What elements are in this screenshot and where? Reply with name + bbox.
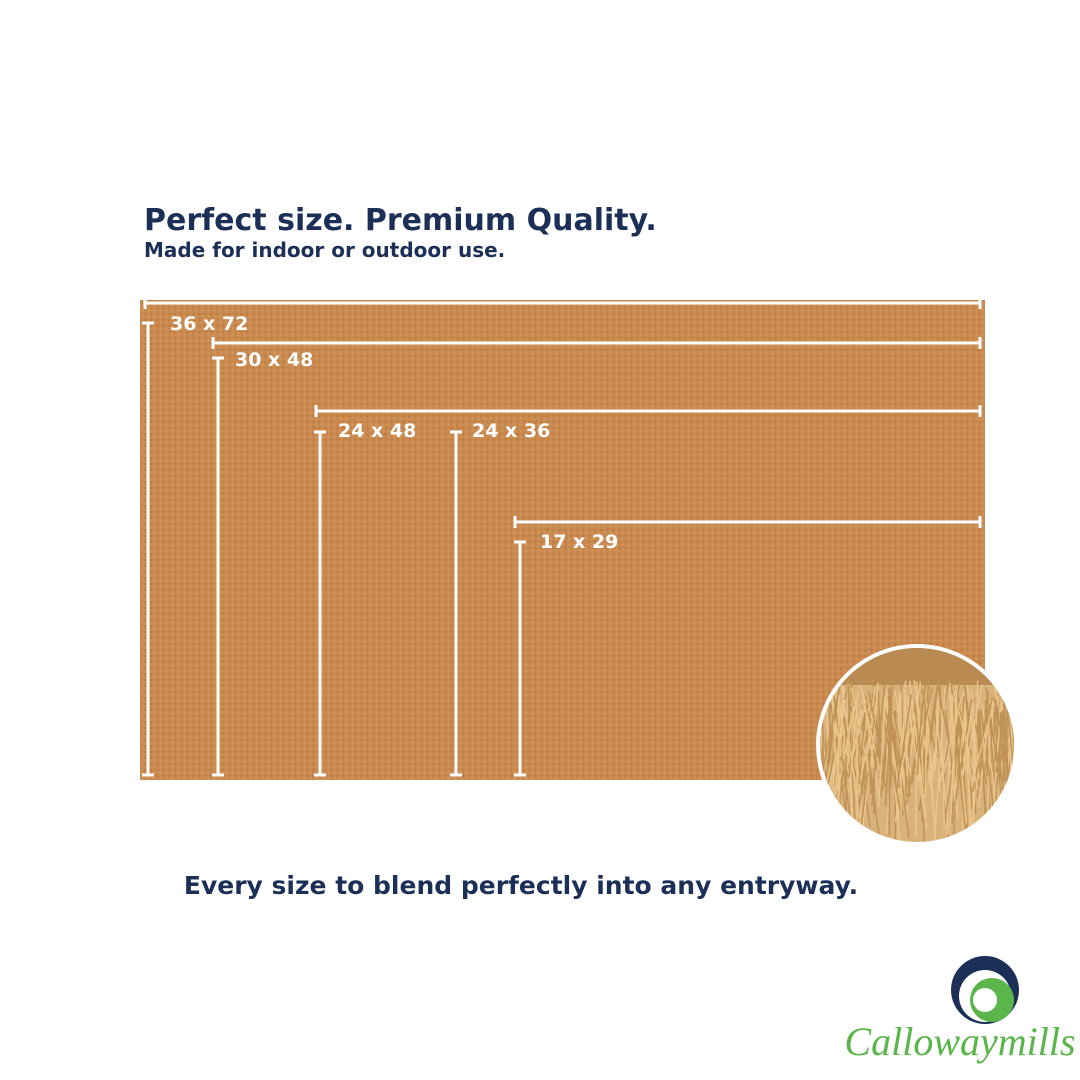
fiber	[837, 705, 855, 790]
fiber	[861, 705, 881, 842]
fiber	[921, 688, 938, 759]
fiber	[993, 696, 1008, 760]
fiber	[940, 709, 946, 829]
fiber	[820, 687, 841, 776]
size-label: 30 x 48	[235, 349, 313, 371]
fiber	[945, 688, 953, 837]
fiber	[964, 684, 984, 772]
fiber	[925, 702, 937, 842]
fiber	[904, 683, 909, 831]
subtitle: Made for indoor or outdoor use.	[144, 238, 505, 262]
fiber	[941, 697, 962, 782]
fiber	[916, 703, 923, 776]
fiber	[961, 703, 974, 776]
fiber	[956, 696, 965, 777]
size-label: 24 x 48	[338, 420, 416, 442]
logo: Callowaymills	[844, 956, 1076, 1064]
size-label: 36 x 72	[170, 313, 248, 335]
fiber	[902, 680, 907, 744]
fiber	[938, 716, 952, 786]
fiber	[895, 694, 913, 793]
fiber	[858, 712, 866, 785]
fiber	[976, 708, 982, 794]
fiber	[884, 707, 901, 770]
fiber	[849, 689, 859, 788]
dimension-lines	[142, 297, 982, 777]
fiber	[839, 686, 845, 758]
fiber	[985, 687, 998, 763]
fiber	[865, 705, 887, 787]
fiber	[850, 687, 870, 773]
fiber	[831, 696, 837, 758]
fiber	[954, 698, 973, 806]
size-label: 24 x 36	[472, 420, 550, 442]
fiber	[924, 715, 928, 798]
fiber	[971, 712, 992, 781]
fiber	[882, 704, 891, 773]
title: Perfect size. Premium Quality.	[144, 203, 657, 238]
fiber	[977, 709, 985, 773]
fiber	[877, 704, 885, 771]
fiber	[918, 687, 933, 753]
fiber	[877, 695, 887, 808]
fiber	[913, 680, 928, 756]
fiber	[831, 682, 852, 822]
tagline: Every size to blend perfectly into any e…	[184, 871, 858, 900]
fiber	[934, 699, 939, 771]
fiber	[951, 694, 956, 802]
fiber	[906, 695, 928, 830]
fiber	[841, 687, 861, 819]
fiber	[958, 711, 979, 790]
fiber	[870, 716, 882, 795]
size-label: 17 x 29	[540, 531, 618, 553]
logo-name: Callowaymills	[844, 1019, 1075, 1064]
fiber	[908, 680, 927, 818]
fiber	[953, 690, 968, 824]
fiber	[970, 688, 980, 780]
fiber	[1006, 700, 1014, 814]
fiber	[973, 680, 979, 811]
fiber	[951, 697, 961, 824]
fiber	[981, 702, 996, 790]
fiber	[872, 682, 879, 748]
